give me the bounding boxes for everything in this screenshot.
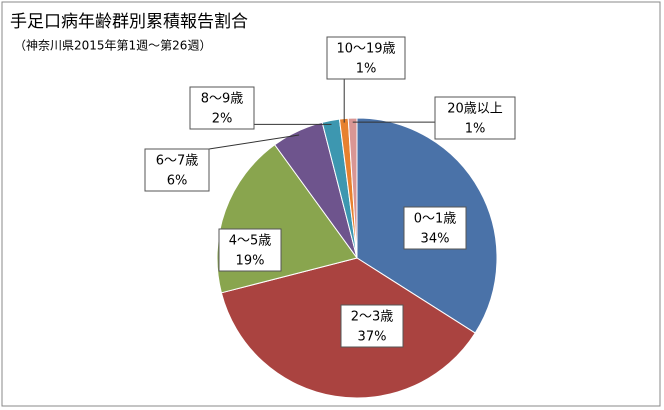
chart-subtitle: （神奈川県2015年第1週～第26週）	[14, 39, 211, 53]
value-label: 37%	[358, 330, 387, 345]
value-label: 34%	[421, 232, 450, 247]
label-box	[326, 36, 406, 80]
value-label: 1%	[465, 122, 486, 137]
label-box	[403, 206, 467, 250]
category-label: 6～7歳	[156, 154, 199, 169]
value-label: 6%	[167, 174, 188, 189]
chart-title: 手足口病年齢群別累積報告割合	[10, 12, 248, 32]
label-box	[189, 86, 255, 130]
category-label: 10～19歳	[336, 42, 395, 57]
label-box	[144, 148, 210, 192]
value-label: 1%	[356, 62, 377, 77]
value-label: 19%	[236, 254, 265, 269]
category-label: 0～1歳	[414, 212, 457, 227]
label-box	[218, 228, 282, 272]
category-label: 4～5歳	[229, 234, 272, 249]
label-box	[340, 304, 404, 348]
category-label: 8～9歳	[201, 92, 244, 107]
leader-line	[208, 134, 300, 150]
pie-slice	[347, 117, 358, 259]
label-box	[434, 96, 516, 140]
category-label: 20歳以上	[447, 102, 503, 117]
category-label: 2～3歳	[351, 310, 394, 325]
value-label: 2%	[212, 112, 233, 127]
